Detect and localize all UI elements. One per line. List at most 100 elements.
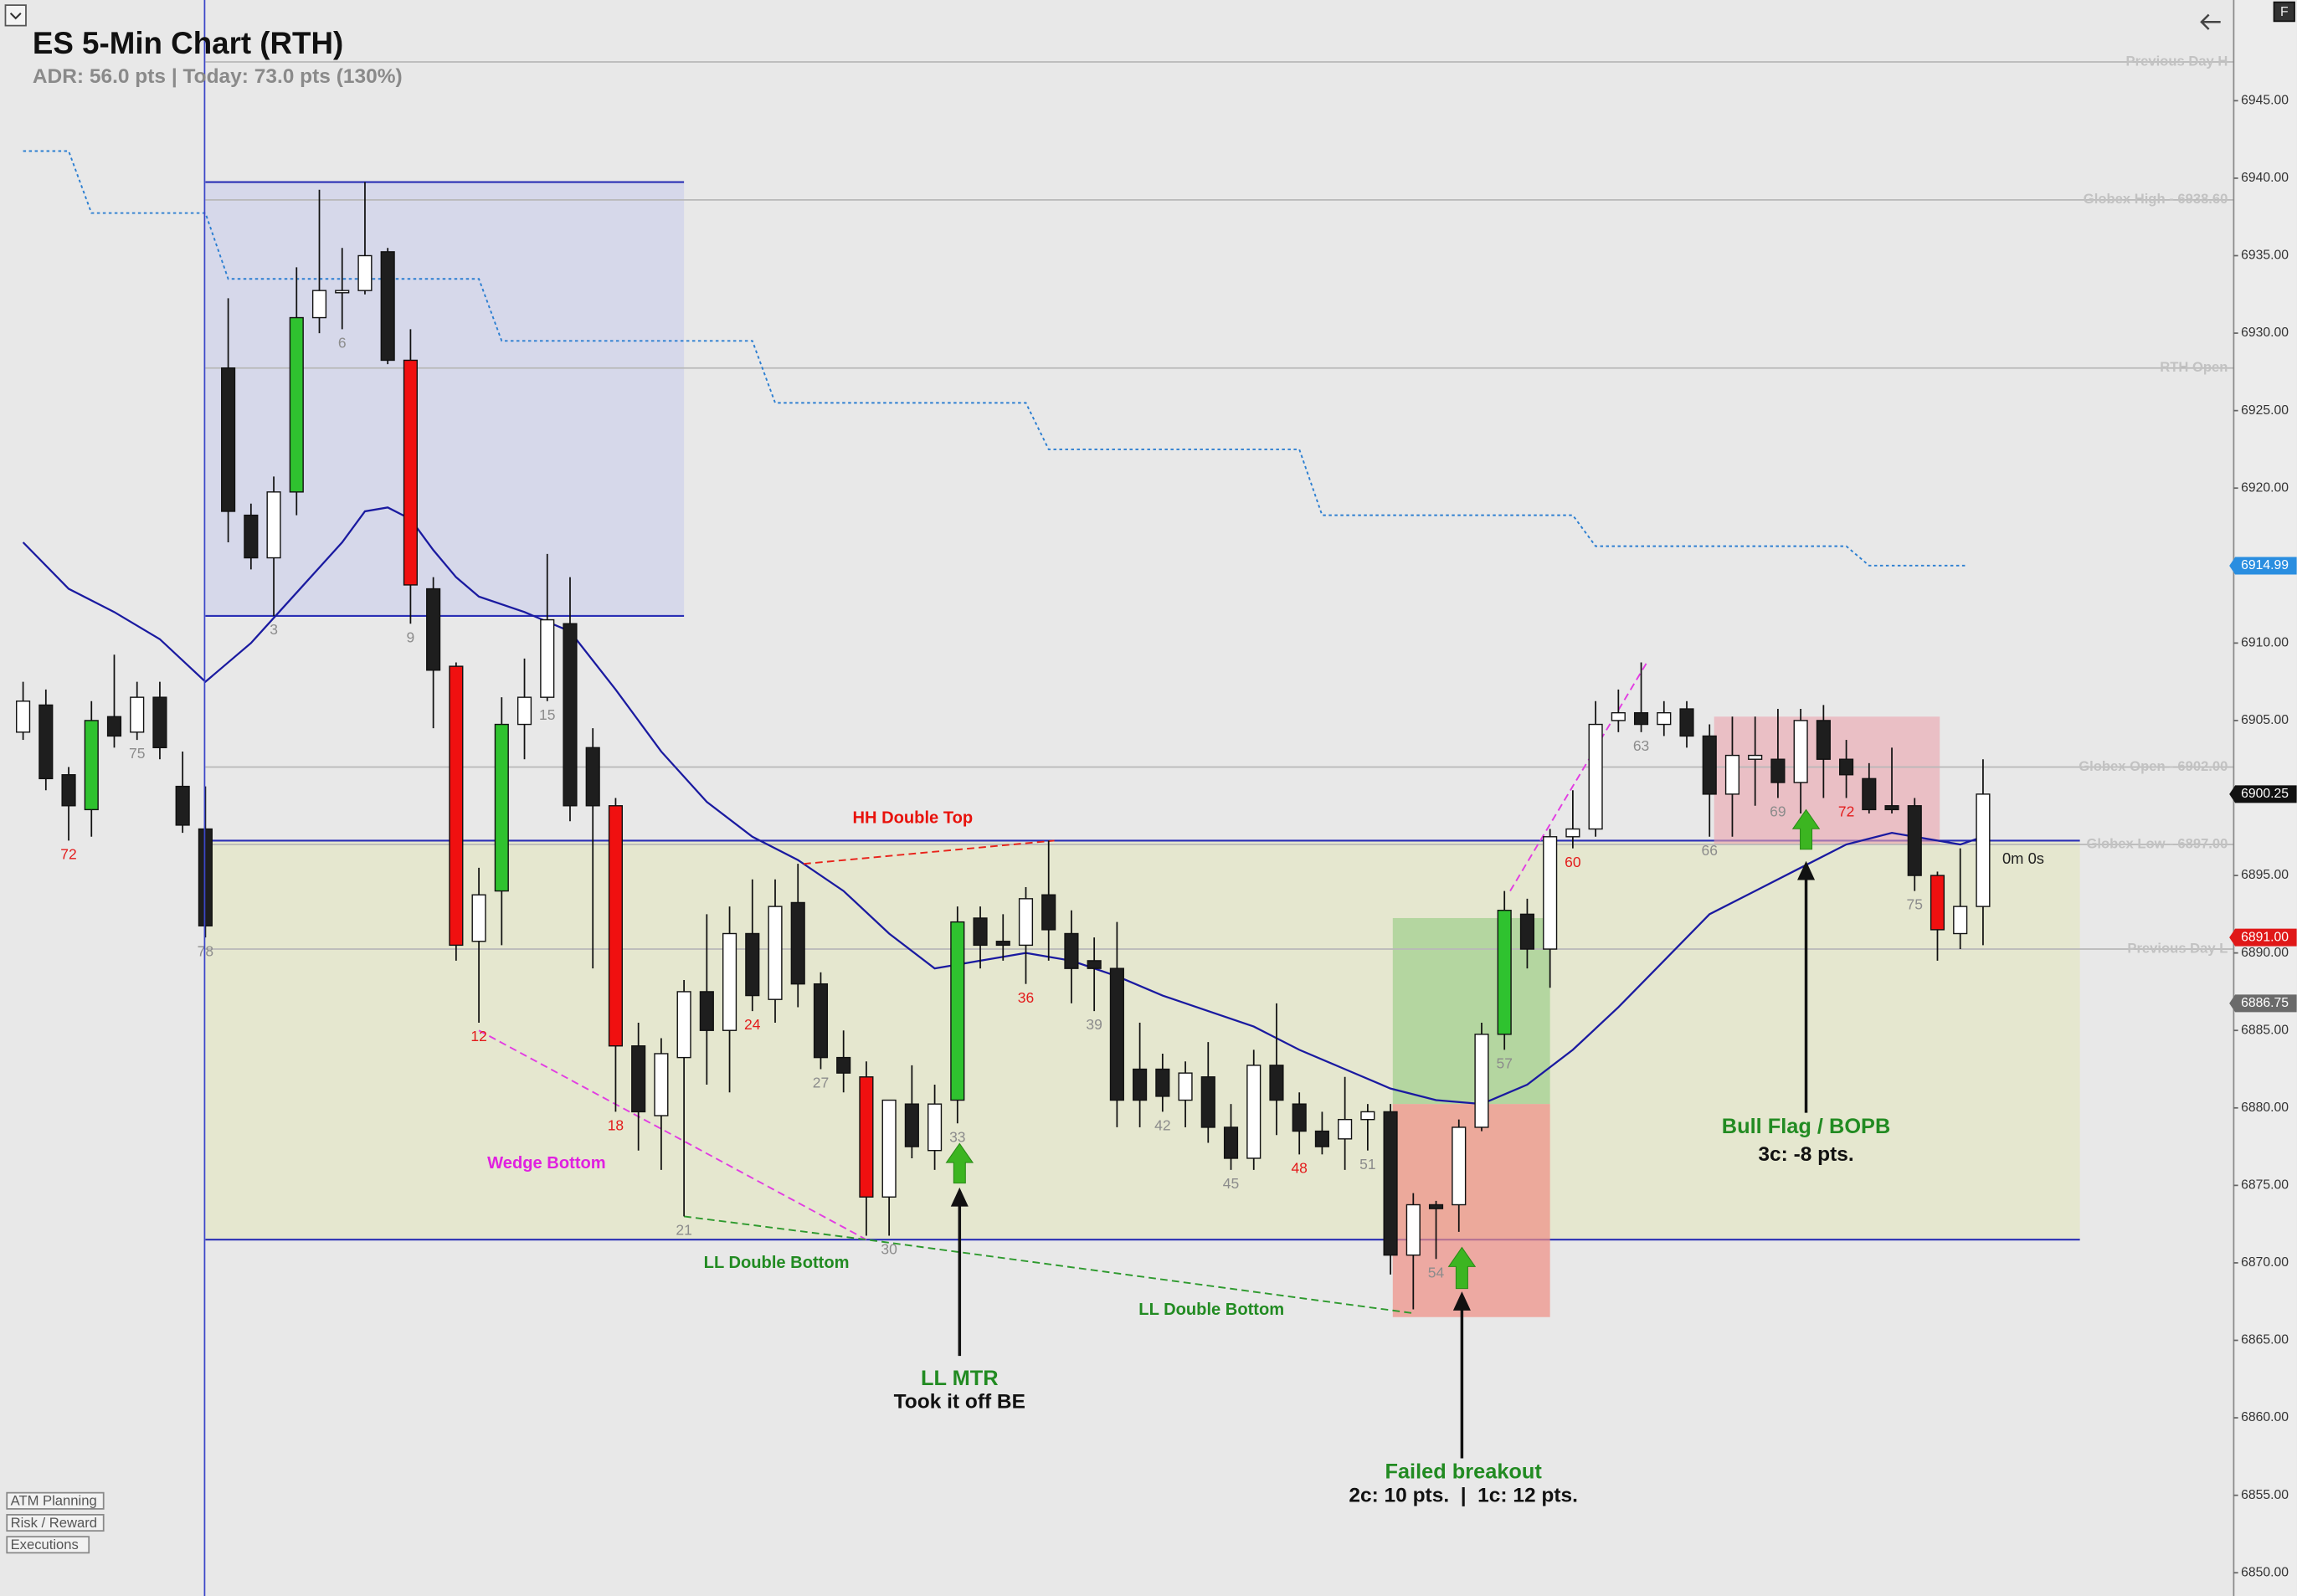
price-tag-label: 6886.75: [2241, 996, 2289, 1010]
annotation: LL Double Bottom: [1138, 1301, 1284, 1319]
bar-number: 75: [129, 745, 145, 762]
candle-body: [973, 917, 988, 947]
candle-body: [130, 696, 145, 733]
candle-body: [1588, 723, 1603, 830]
candle-body: [995, 941, 1010, 947]
bar-number: 54: [1428, 1264, 1445, 1280]
candle-body: [1953, 906, 1968, 935]
price-tag-label: 6914.99: [2241, 558, 2289, 572]
annotation: HH Double Top: [852, 808, 973, 827]
bar-number: 51: [1359, 1156, 1375, 1173]
candle-body: [904, 1103, 919, 1147]
dashed-line: [1509, 661, 1648, 892]
bar-number: 21: [676, 1222, 691, 1239]
corner-button[interactable]: [2273, 1, 2295, 23]
y-tick-label: 6880.00: [2241, 1101, 2289, 1115]
bar-number: 27: [813, 1075, 829, 1091]
y-tick-label: 6890.00: [2241, 946, 2289, 960]
pointer-arrow-head: [950, 1187, 969, 1207]
y-tick-label: 6935.00: [2241, 249, 2289, 263]
candle-body: [1748, 754, 1763, 760]
bar-number: 30: [881, 1241, 897, 1258]
candle-body: [1770, 758, 1786, 783]
candle-body: [1724, 754, 1740, 795]
bar-number: 6: [338, 335, 347, 352]
annotation: Took it off BE: [894, 1391, 1025, 1414]
bar-number: 36: [1018, 989, 1034, 1006]
y-tick-label: 6875.00: [2241, 1178, 2289, 1193]
zone: [205, 840, 2080, 1240]
pointer-arrow-head: [1452, 1291, 1471, 1311]
tool-button[interactable]: [6, 1491, 105, 1510]
candle-body: [1907, 805, 1922, 876]
chart-subtitle: ADR: 56.0 pts | Today: 73.0 pts (130%): [33, 65, 403, 88]
tool-button-label: ATM Planning: [11, 1493, 97, 1509]
candle-body: [540, 618, 555, 698]
reference-label: Previous Day L: [2127, 940, 2228, 956]
annotation: LL Double Bottom: [704, 1254, 850, 1272]
menu-toggle[interactable]: [4, 4, 27, 27]
candle-body: [813, 983, 829, 1059]
candle-body: [1155, 1068, 1170, 1097]
candle-body: [1679, 708, 1694, 737]
bar-number: 12: [470, 1028, 486, 1044]
candle-body: [1452, 1126, 1467, 1206]
header: ES 5-Min Chart (RTH) ADR: 56.0 pts | Tod…: [4, 1, 2295, 88]
candle-body: [1816, 720, 1831, 760]
candle-body: [1064, 932, 1079, 969]
y-tick-label: 6925.00: [2241, 403, 2289, 418]
candle-body: [244, 514, 259, 559]
reference-label: Globex High - 6938.60: [2084, 191, 2228, 207]
dashed-line: [683, 1215, 1414, 1315]
y-tick-label: 6885.00: [2241, 1023, 2289, 1037]
bar-number: 42: [1154, 1117, 1170, 1134]
candle-body: [722, 932, 737, 1031]
candle-body: [768, 906, 783, 1000]
candle-body: [1930, 875, 1945, 931]
tool-button[interactable]: [6, 1514, 105, 1532]
bar-number: 45: [1223, 1175, 1239, 1192]
reference-label: Previous Day H: [2126, 53, 2228, 69]
candle-body: [221, 367, 236, 512]
candle-body: [676, 991, 691, 1059]
bar-number: 9: [407, 629, 415, 645]
y-tick-label: 6930.00: [2241, 326, 2289, 340]
candle-body: [380, 251, 395, 362]
y-tick-label: 6940.00: [2241, 171, 2289, 185]
candle-body: [928, 1103, 943, 1152]
annotation: Failed breakout: [1385, 1460, 1542, 1484]
annotation: Wedge Bottom: [487, 1154, 606, 1173]
candle-body: [790, 901, 805, 985]
candle-body: [1611, 711, 1626, 721]
bar-number: 72: [60, 846, 76, 863]
annotations: HH Double Top Wedge Bottom LL Double Bot…: [487, 808, 2044, 1506]
bar-number: 69: [1770, 803, 1786, 820]
y-tick-label: 6850.00: [2241, 1565, 2289, 1579]
tool-button-label: Risk / Reward: [11, 1515, 97, 1531]
annotation: 3c: -8 pts.: [1758, 1143, 1853, 1166]
entry-arrow: [1447, 1246, 1477, 1290]
candle-body: [585, 747, 600, 807]
candle-body: [1793, 720, 1808, 783]
reference-label: Globex Low - 6897.00: [2086, 835, 2228, 851]
back-button[interactable]: [2200, 13, 2221, 30]
tool-button[interactable]: [6, 1536, 90, 1554]
candle-body: [39, 704, 54, 780]
y-tick-label: 6895.00: [2241, 868, 2289, 882]
candle-body: [403, 359, 418, 586]
bar-number: 39: [1086, 1016, 1102, 1033]
bar-number: 66: [1702, 842, 1718, 859]
bar-number: 60: [1565, 854, 1581, 870]
candle-body: [631, 1045, 646, 1113]
price-tag: [2229, 785, 2297, 803]
dashed-line: [803, 839, 1055, 865]
candle-body: [106, 716, 122, 737]
candle-body: [1839, 758, 1854, 776]
bar-number: 72: [1838, 803, 1854, 820]
candle-body: [1223, 1126, 1239, 1159]
candle-body: [1565, 828, 1580, 838]
candle-body: [1087, 960, 1102, 969]
bar-number: 75: [1907, 896, 1923, 913]
